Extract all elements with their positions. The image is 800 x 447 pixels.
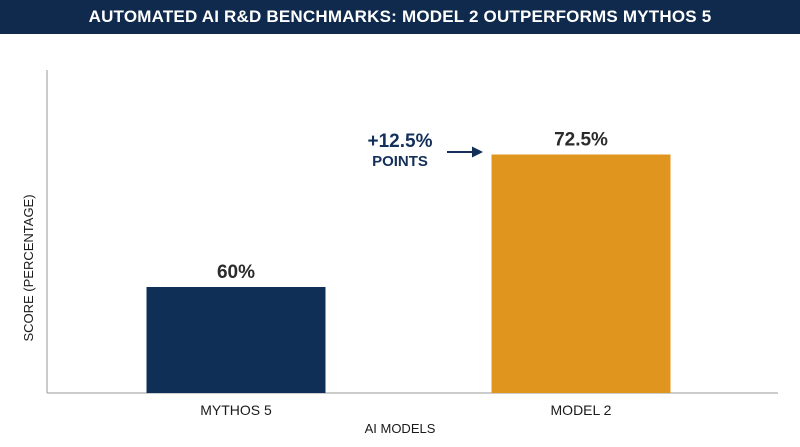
bars-group bbox=[146, 154, 671, 393]
x-tick-label-mythos-5: MYTHOS 5 bbox=[200, 402, 272, 418]
difference-annotation: +12.5% POINTS bbox=[368, 131, 483, 170]
difference-unit: POINTS bbox=[372, 153, 428, 170]
bar-model-2 bbox=[491, 154, 671, 393]
x-tick-labels-group: MYTHOS 5 MODEL 2 bbox=[200, 402, 611, 418]
x-axis-title: AI MODELS bbox=[365, 421, 436, 436]
bar-chart: 60% 72.5% MYTHOS 5 MODEL 2 AI MODELS SCORE… bbox=[21, 70, 778, 436]
y-axis-title: SCORE (PERCENTAGE) bbox=[21, 194, 36, 341]
value-label-mythos-5: 60% bbox=[217, 262, 255, 283]
difference-value: +12.5% bbox=[368, 131, 433, 152]
chart-title: AUTOMATED AI R&D BENCHMARKS: MODEL 2 OUT… bbox=[88, 7, 712, 26]
value-labels-group: 60% 72.5% bbox=[217, 130, 608, 284]
value-label-model-2: 72.5% bbox=[554, 130, 608, 151]
right-arrow-icon bbox=[447, 146, 483, 158]
bar-mythos-5 bbox=[146, 287, 326, 393]
x-tick-label-model-2: MODEL 2 bbox=[551, 402, 612, 418]
title-bar: AUTOMATED AI R&D BENCHMARKS: MODEL 2 OUT… bbox=[0, 0, 800, 34]
